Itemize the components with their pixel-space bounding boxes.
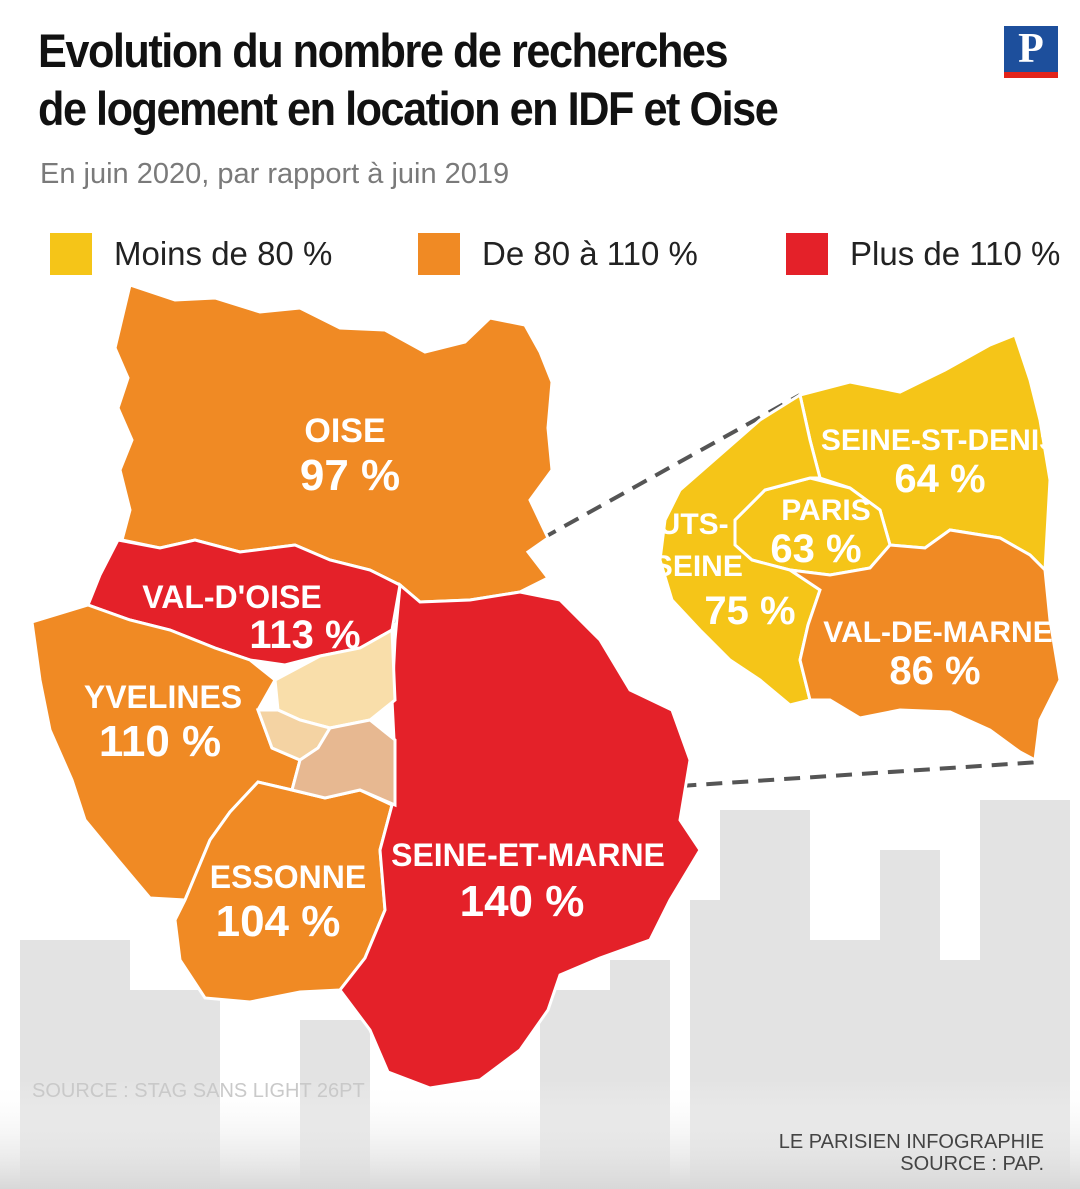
title-line-2: de logement en location en IDF et Oise: [38, 82, 779, 135]
legend-swatch-mid: [418, 233, 460, 275]
source-credit-line-1: LE PARISIEN INFOGRAPHIE: [778, 1131, 1044, 1153]
label-oise-value: 97 %: [300, 451, 400, 500]
label-essonne-name: ESSONNE: [210, 859, 366, 895]
region-petite-couronne-south: [290, 718, 397, 808]
source-credit: LE PARISIEN INFOGRAPHIE SOURCE : PAP.: [779, 1131, 1044, 1175]
label-seine-et-marne-value: 140 %: [460, 877, 585, 926]
label-yvelines-name: YVELINES: [84, 679, 242, 715]
label-val-doise-value: 113 %: [249, 613, 360, 657]
inset-val-de-marne: [789, 528, 1062, 763]
label-oise-name: OISE: [304, 412, 385, 450]
label-essonne-value: 104 %: [216, 897, 341, 946]
title-line-1: Evolution du nombre de recherches: [38, 24, 729, 77]
legend-item-low: Moins de 80 %: [50, 232, 332, 276]
legend-label-low: Moins de 80 %: [114, 235, 333, 272]
label-paris-value: 63 %: [770, 527, 861, 571]
legend-swatch-low: [50, 233, 92, 275]
skyline-background: [0, 800, 1080, 1189]
legend-label-high: Plus de 110 %: [850, 235, 1061, 272]
map-subtitle: En juin 2020, par rapport à juin 2019: [40, 158, 510, 190]
label-yvelines-value: 110 %: [99, 717, 221, 766]
source-credit-line-2: SOURCE : PAP.: [900, 1153, 1044, 1175]
label-hauts-de-seine-name-1: HAUTS-: [615, 508, 728, 541]
legend-item-high: Plus de 110 %: [786, 232, 1060, 276]
map-title: Evolution du nombre de recherches de log…: [38, 22, 866, 138]
label-seine-st-denis-value: 64 %: [894, 457, 985, 501]
legend-swatch-high: [786, 233, 828, 275]
legend-item-mid: De 80 à 110 %: [418, 232, 698, 276]
label-val-de-marne-name: VAL-DE-MARNE: [823, 616, 1052, 649]
region-seine-et-marne: [338, 581, 702, 1090]
region-oise: [113, 283, 554, 604]
label-val-doise-name: VAL-D'OISE: [142, 579, 321, 615]
label-hauts-de-seine-value: 75 %: [704, 589, 795, 633]
label-hauts-de-seine-name-2: DE-SEINE: [601, 550, 743, 583]
label-seine-et-marne-name: SEINE-ET-MARNE: [391, 837, 665, 873]
label-val-de-marne-value: 86 %: [889, 649, 980, 693]
label-paris-name: PARIS: [781, 494, 870, 527]
le-parisien-logo: P: [1004, 26, 1058, 78]
faint-watermark-text: SOURCE : STAG SANS LIGHT 26PT: [32, 1080, 365, 1102]
legend-label-mid: De 80 à 110 %: [482, 235, 698, 272]
label-seine-st-denis-name: SEINE-ST-DENIS: [821, 424, 1059, 457]
